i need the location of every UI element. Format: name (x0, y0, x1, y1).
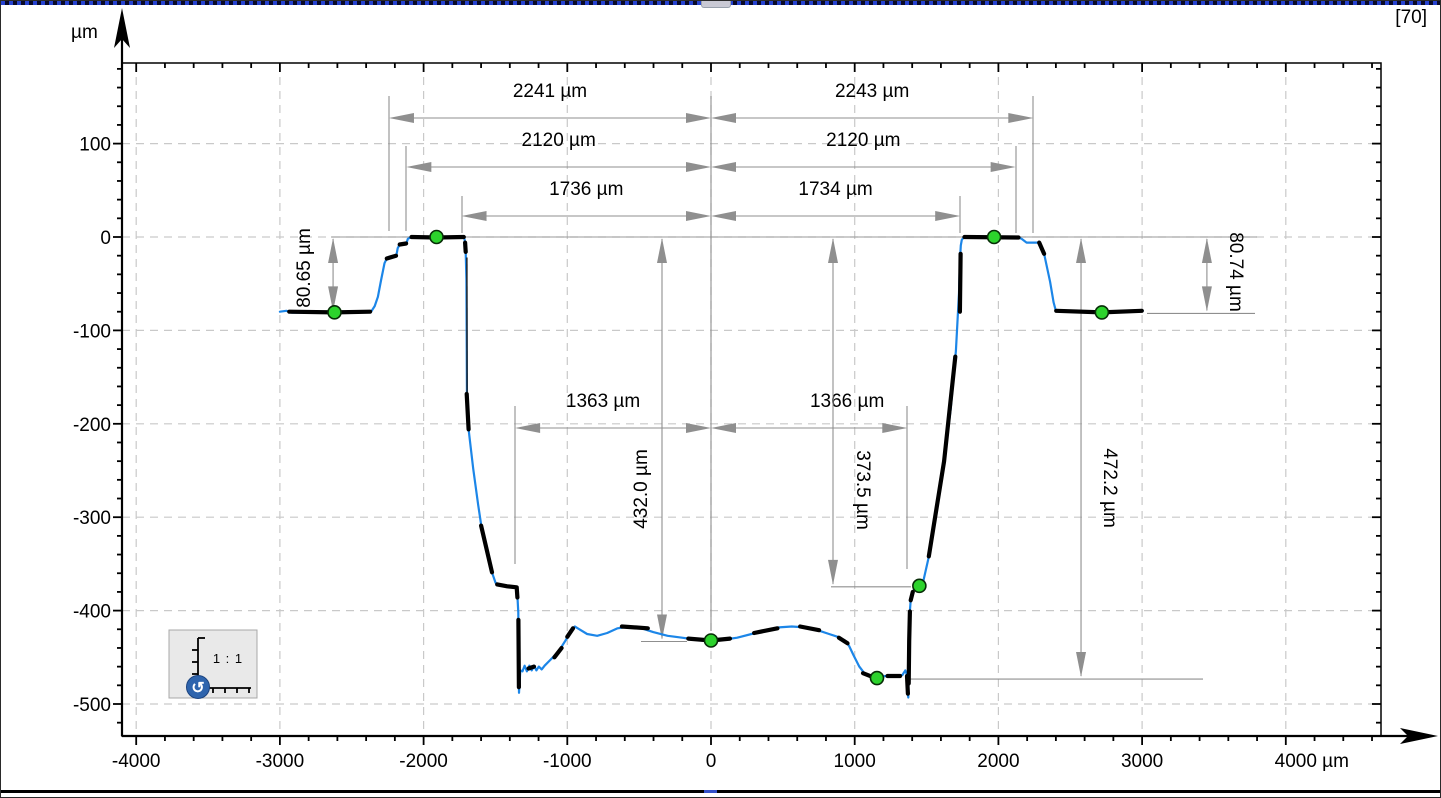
measurement-marker[interactable] (986, 229, 1002, 245)
y-tick-label: -300 (73, 508, 111, 529)
pane-splitter-dot (704, 790, 717, 793)
y-tick-label: 0 (100, 228, 111, 249)
measurement-marker[interactable] (869, 670, 885, 686)
reset-zoom-icon[interactable]: ↺ (191, 680, 204, 697)
dimension-label: 1366 µm (810, 391, 884, 412)
measurement-marker[interactable] (703, 633, 719, 648)
profile-fitted-segment (464, 391, 471, 432)
scale-indicator: 1 : 1 ↺ (168, 629, 258, 699)
dimension-label: 80.74 µm (1225, 232, 1246, 312)
profile-fitted-segment (479, 523, 495, 575)
y-tick-label: -100 (73, 321, 111, 342)
profile-fitted-segment (797, 624, 822, 633)
scale-ratio-label: 1 : 1 (213, 651, 243, 666)
profile-fitted-segment (463, 240, 468, 254)
reset-zoom-button[interactable] (186, 675, 210, 699)
profile-fitted-segment (1037, 240, 1047, 256)
axis-tick-labels: -4000 -3000 -2000 -1000 0 1000 2000 3000 4000 µm… (73, 135, 1349, 772)
y-tick-label: -500 (73, 695, 111, 716)
x-tick-label: 1000 (834, 751, 876, 772)
measurement-marker[interactable] (429, 229, 444, 245)
profile-fitted-segment (397, 241, 409, 247)
y-tick-label: -400 (73, 602, 111, 623)
profile-fitted-segment (516, 617, 522, 690)
dimension-label: 432.0 µm (631, 449, 652, 529)
dimension-label: 373.5 µm (852, 450, 873, 530)
profile-fitted-segment (495, 582, 520, 600)
profile-fitted-segment (908, 589, 915, 603)
profile-fitted-segment (751, 626, 780, 636)
profile-fitted-segment (619, 624, 650, 631)
measurement-markers (327, 229, 1110, 686)
x-tick-label: 4000 µm (1275, 751, 1349, 772)
measurement-marker[interactable] (327, 305, 342, 320)
profile-curve (278, 234, 1144, 699)
x-tick-label: -4000 (112, 751, 161, 772)
dimension-annotations: 2241 µm 2243 µm 2120 µm 2120 µm 1736 µm 1734 … (294, 81, 1255, 680)
profile-fitted-segment (926, 354, 958, 559)
dimension-label: 80.65 µm (294, 228, 315, 308)
x-tick-label: -2000 (399, 751, 448, 772)
dimension-label: 472.2 µm (1099, 448, 1120, 528)
pane-splitter-line[interactable] (1, 790, 1440, 793)
y-tick-label: 100 (79, 135, 111, 156)
x-tick-label: 0 (706, 751, 717, 772)
scale-indicator-box (168, 629, 258, 699)
dimension-label: 2243 µm (835, 81, 909, 102)
profile-fitted-segment (552, 645, 564, 660)
dimension-label: 1363 µm (566, 391, 640, 412)
profile-fitted-segment (526, 664, 537, 671)
dimension-label: 1734 µm (798, 179, 872, 200)
dimension-label: 1736 µm (549, 179, 623, 200)
axes (113, 8, 1438, 745)
profile-fitted-segment (384, 253, 399, 261)
profile-fitted-segment (565, 626, 576, 639)
dimension-label: 2241 µm (513, 81, 587, 102)
profile-fitted-segment (836, 635, 850, 646)
x-tick-label: 3000 (1121, 751, 1163, 772)
splitter-handle[interactable] (701, 1, 731, 8)
y-axis-unit-label: µm (71, 22, 98, 43)
x-tick-label: -3000 (256, 751, 305, 772)
figure-reference-label: [70] (1395, 7, 1427, 28)
y-tick-label: -200 (73, 415, 111, 436)
profile-fitted-segment (957, 251, 963, 314)
measurement-marker[interactable] (1094, 305, 1110, 320)
x-tick-label: -1000 (543, 751, 592, 772)
measurement-marker[interactable] (912, 578, 927, 594)
x-tick-label: 2000 (977, 751, 1019, 772)
dimension-label: 2120 µm (826, 130, 900, 151)
profile-fitted-segment (906, 609, 913, 686)
dimension-label: 2120 µm (522, 130, 596, 151)
